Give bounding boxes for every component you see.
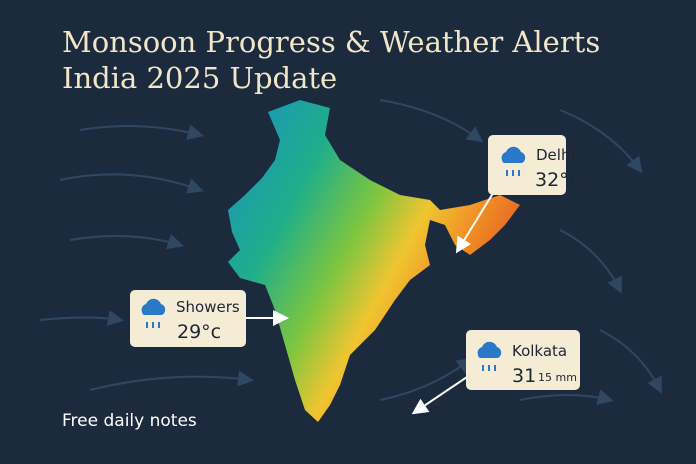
pointer	[411, 374, 471, 415]
title-line: Monsoon Progress & Weather Alerts	[62, 25, 600, 59]
callout-temperature: 29°c	[177, 321, 221, 343]
india-map	[228, 100, 520, 422]
pointer	[455, 189, 496, 254]
title-line: India 2025 Update	[62, 61, 337, 95]
wind-arrows	[39, 99, 662, 405]
callout-label: Delhi	[536, 146, 575, 164]
callout-temperature: 32°c	[535, 169, 579, 191]
callout-rainfall: 15 mm	[538, 371, 577, 384]
callout: Kolkata 31 15 mm	[466, 330, 580, 390]
callout: Delhi 32°c	[488, 135, 579, 195]
footer-note: Free daily notes	[62, 411, 197, 431]
callout-label: Kolkata	[512, 342, 567, 360]
callout: Showers 29°c	[130, 290, 246, 347]
callout-label: Showers	[176, 298, 240, 316]
callout-temperature: 31	[512, 365, 536, 387]
